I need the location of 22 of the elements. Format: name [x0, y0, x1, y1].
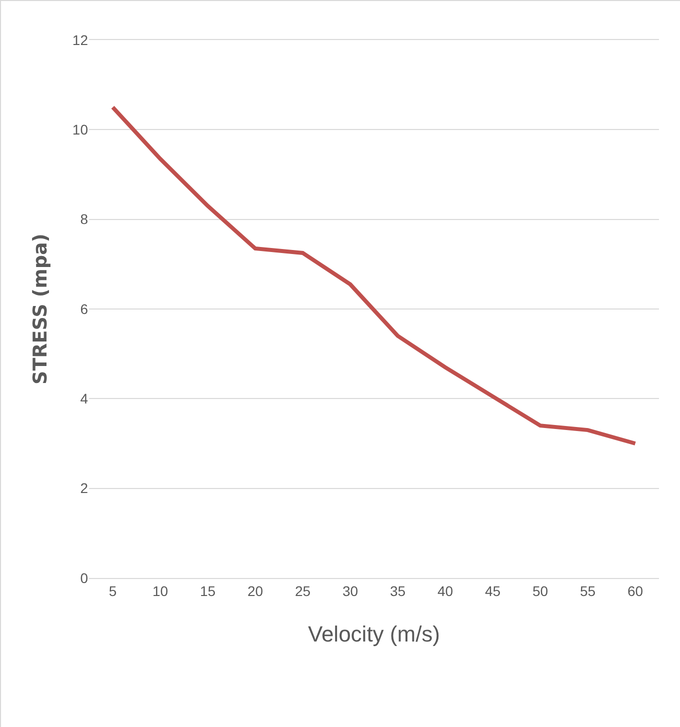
- y-axis-title: STRESS (mpa): [29, 234, 52, 384]
- y-tick-label: 10: [72, 122, 88, 138]
- y-tick-label: 6: [80, 300, 88, 317]
- x-axis-title: Velocity (m/s): [308, 622, 440, 647]
- x-tick-label: 60: [627, 582, 644, 599]
- x-tick-label: 45: [484, 582, 501, 599]
- y-tick-label: 4: [80, 390, 88, 407]
- x-tick-label: 10: [152, 582, 168, 599]
- x-tick-label: 40: [437, 582, 454, 599]
- y-tick-label: 0: [80, 570, 88, 586]
- x-tick-label: 5: [108, 582, 117, 599]
- x-tick-label: 35: [390, 582, 406, 599]
- y-tick-label: 8: [80, 211, 88, 228]
- x-tick-label: 30: [342, 582, 358, 599]
- x-tick-label: 50: [532, 582, 548, 599]
- x-tick-label: 55: [580, 582, 596, 599]
- line-series: [110, 105, 638, 446]
- x-tick-label: 20: [247, 582, 264, 599]
- x-tick-label: 25: [294, 582, 311, 599]
- y-tick-label: 12: [72, 32, 88, 48]
- x-tick-label: 15: [200, 582, 216, 599]
- y-tick-label: 2: [80, 480, 88, 496]
